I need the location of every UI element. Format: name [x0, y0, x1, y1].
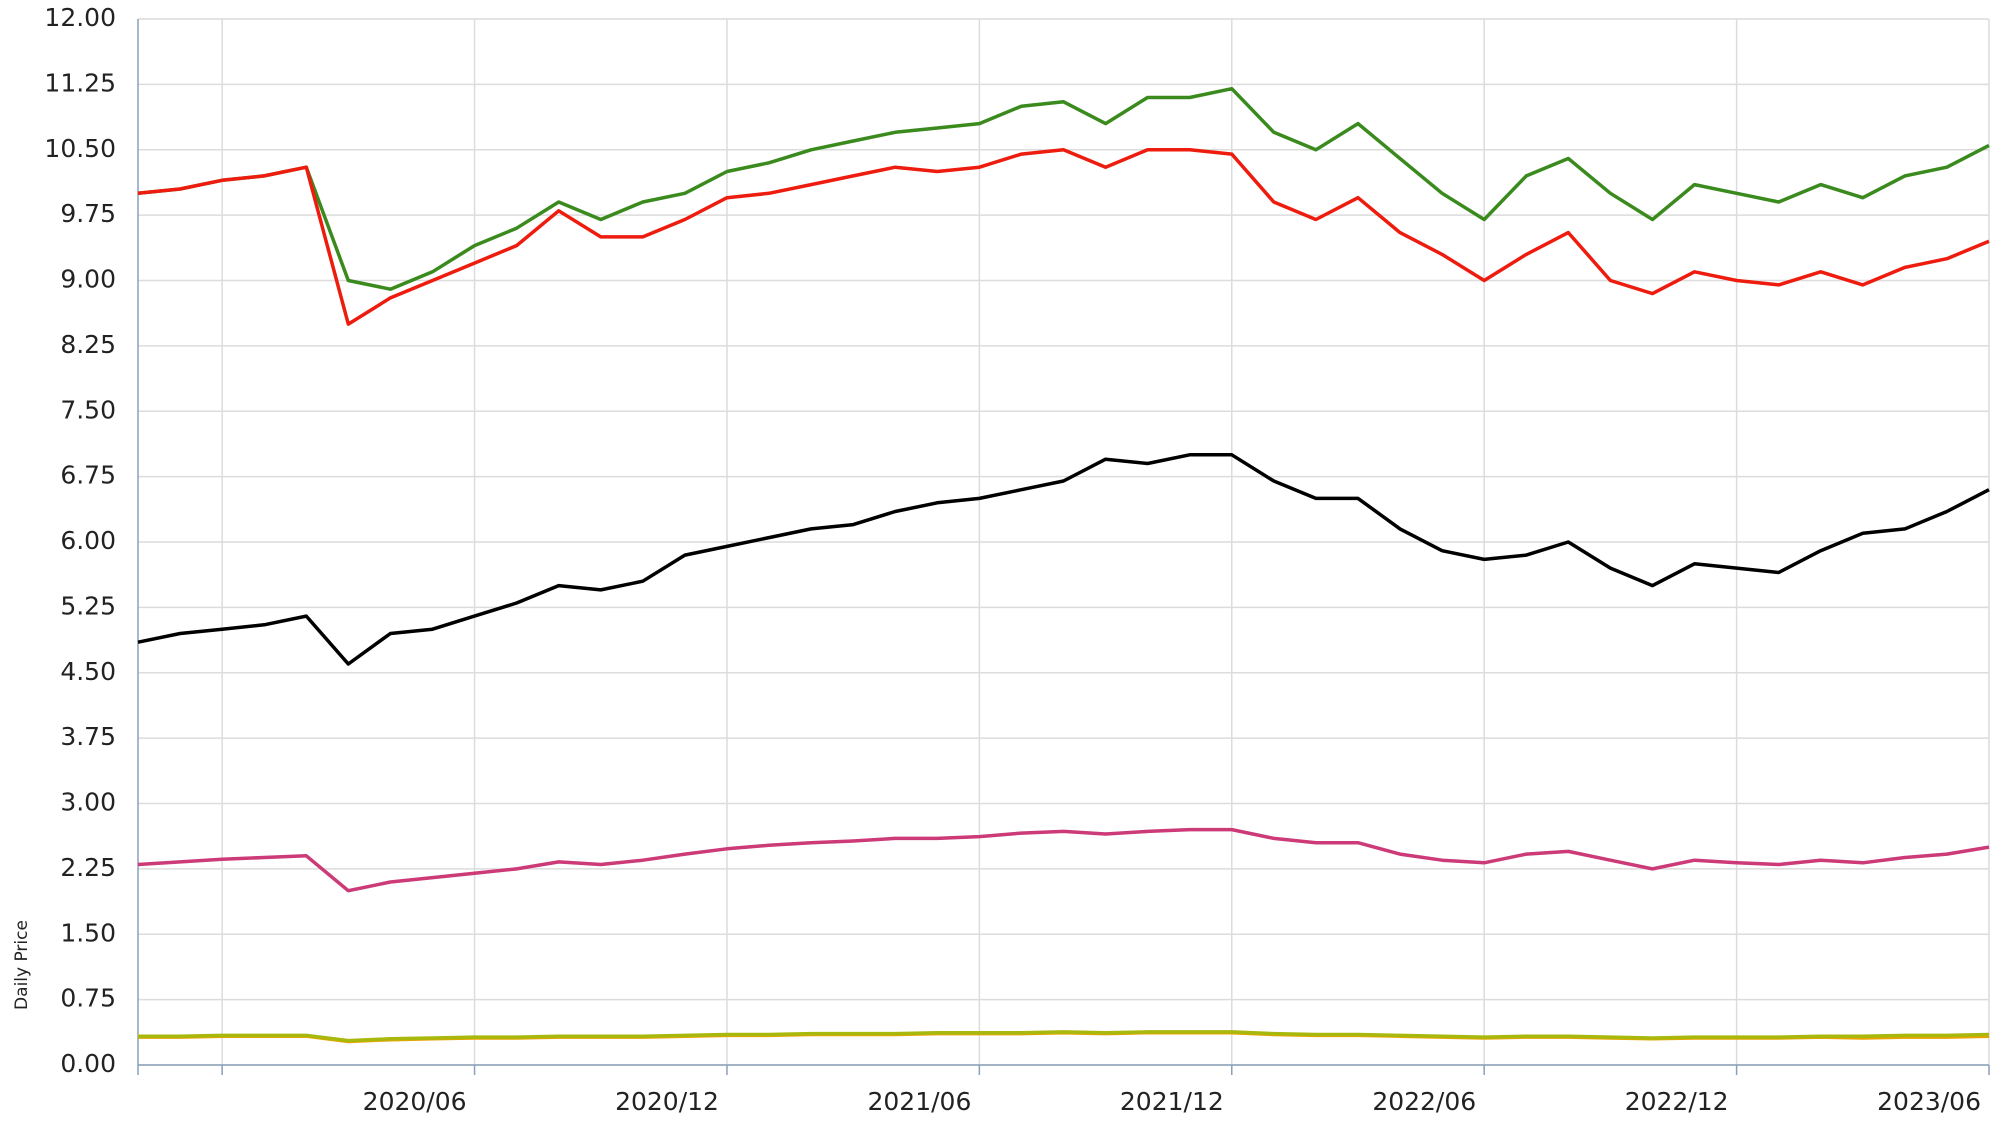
- y-tick-label: 11.25: [44, 68, 116, 97]
- y-tick-label: 9.75: [60, 199, 116, 228]
- y-tick-label: 3.75: [60, 722, 116, 751]
- y-tick-label: 0.75: [60, 984, 116, 1013]
- y-tick-label: 1.50: [60, 918, 116, 947]
- x-tick-label: 2022/12: [1625, 1087, 1729, 1116]
- y-tick-label: 5.25: [60, 591, 116, 620]
- series-line: [137, 86, 1990, 291]
- y-tick-label: 8.25: [60, 330, 116, 359]
- y-tick-label: 4.50: [60, 657, 116, 686]
- x-tick-label: 2022/06: [1372, 1087, 1476, 1116]
- y-tick-label: 6.75: [60, 461, 116, 490]
- y-tick-label: 10.50: [44, 134, 116, 163]
- y-axis-label: Daily Price: [12, 920, 32, 1010]
- y-tick-label: 6.00: [60, 526, 116, 555]
- x-tick-label: 2021/06: [868, 1087, 972, 1116]
- x-tick-label: 2021/12: [1120, 1087, 1224, 1116]
- series-line: [137, 827, 1990, 893]
- y-tick-label: 12.00: [44, 3, 116, 32]
- y-tick-label: 7.50: [60, 395, 116, 424]
- series-line: [138, 1030, 1990, 1043]
- series-line: [137, 148, 1990, 326]
- x-tick-label: 2020/06: [363, 1087, 467, 1116]
- series-line: [137, 453, 1990, 666]
- x-tick-label: 2020/12: [615, 1087, 719, 1116]
- y-tick-label: 0.00: [60, 1049, 116, 1078]
- y-tick-label: 3.00: [60, 788, 116, 817]
- y-tick-label: 2.25: [60, 853, 116, 882]
- y-tick-label: 9.00: [60, 265, 116, 294]
- x-tick-label: 2023/06: [1877, 1087, 1981, 1116]
